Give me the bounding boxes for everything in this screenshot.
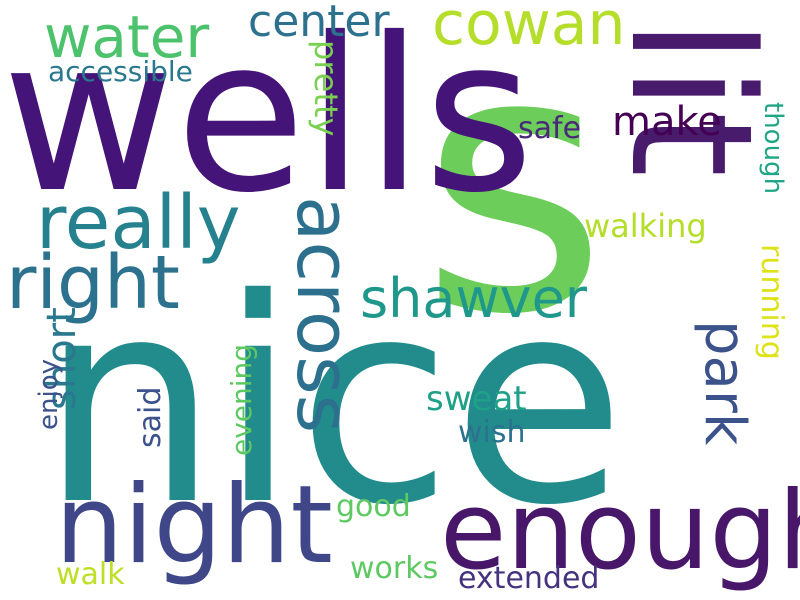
word-works: works	[350, 551, 439, 586]
word-park: park	[692, 320, 757, 446]
word-said: said	[133, 386, 168, 448]
word-wish: wish	[458, 415, 526, 450]
word-really: really	[36, 180, 241, 266]
word-pretty: pretty	[307, 40, 345, 137]
word-walking: walking	[584, 207, 707, 245]
word-right: right	[6, 240, 180, 326]
word-water: water	[44, 3, 210, 71]
word-s: s	[420, 0, 608, 393]
word-across: across	[280, 196, 366, 434]
word-enough: enough	[440, 469, 800, 594]
word-enjoy: enjoy	[34, 359, 64, 430]
word-though: though	[758, 102, 788, 195]
word-nice: nice	[40, 238, 626, 567]
word-lit: lit	[593, 18, 789, 178]
word-center: center	[248, 0, 390, 47]
word-wells: wells	[2, 0, 535, 239]
word-sweat: sweat	[426, 379, 527, 419]
word-accessible: accessible	[48, 55, 193, 88]
word-walk: walk	[56, 557, 125, 592]
word-evening: evening	[225, 343, 258, 456]
word-safe: safe	[518, 111, 582, 146]
word-running: running	[754, 244, 789, 360]
word-make: make	[612, 99, 722, 145]
word-cowan: cowan	[432, 0, 626, 59]
word-extended: extended	[458, 561, 600, 596]
word-night: night	[55, 463, 333, 588]
word-shawver: shawver	[360, 267, 587, 330]
word-good: good	[336, 489, 411, 524]
